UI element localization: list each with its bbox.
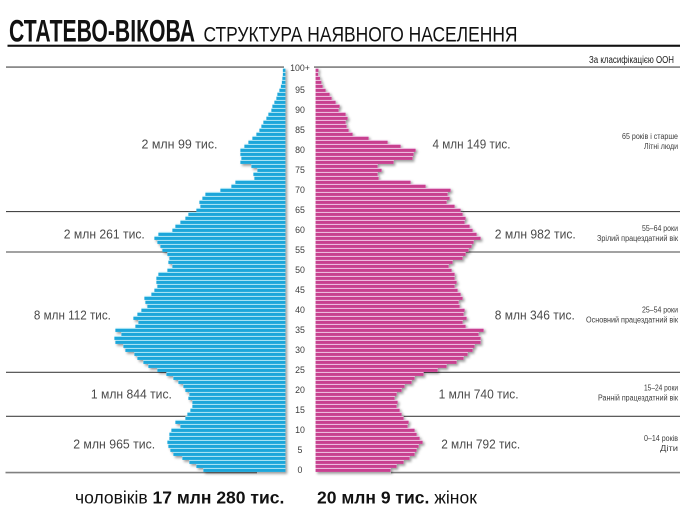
svg-text:0–14 років: 0–14 років — [644, 434, 678, 443]
svg-text:Основний працездатний вік: Основний працездатний вік — [586, 315, 678, 324]
svg-text:30: 30 — [295, 345, 305, 355]
svg-text:90: 90 — [295, 105, 305, 115]
svg-text:40: 40 — [295, 305, 305, 315]
svg-text:50: 50 — [295, 265, 305, 275]
svg-text:2 млн 99 тис.: 2 млн 99 тис. — [142, 137, 218, 152]
svg-text:75: 75 — [295, 165, 305, 175]
svg-text:15–24 роки: 15–24 роки — [644, 384, 678, 393]
svg-text:Діти: Діти — [660, 444, 678, 453]
svg-text:70: 70 — [295, 185, 305, 195]
svg-text:2 млн 982 тис.: 2 млн 982 тис. — [495, 227, 576, 242]
svg-text:80: 80 — [295, 145, 305, 155]
svg-text:1 млн 740 тис.: 1 млн 740 тис. — [439, 387, 519, 402]
svg-text:85: 85 — [295, 125, 305, 135]
svg-text:55–64 роки: 55–64 роки — [642, 224, 678, 233]
svg-text:чоловіків 17 млн 280 тис.: чоловіків 17 млн 280 тис. — [75, 488, 284, 508]
svg-text:4 млн 149 тис.: 4 млн 149 тис. — [433, 137, 511, 152]
svg-text:100+: 100+ — [290, 63, 310, 73]
svg-text:20: 20 — [295, 385, 305, 395]
svg-text:1 млн 844 тис.: 1 млн 844 тис. — [91, 387, 172, 402]
svg-text:10: 10 — [295, 425, 305, 435]
svg-text:2 млн 261 тис.: 2 млн 261 тис. — [64, 227, 145, 242]
svg-text:Зрілий працездатний вік: Зрілий працездатний вік — [597, 234, 678, 243]
svg-text:45: 45 — [295, 285, 305, 295]
svg-text:65: 65 — [295, 205, 305, 215]
svg-text:СТАТЕВО-ВІКОВА: СТАТЕВО-ВІКОВА — [9, 13, 195, 49]
svg-text:2 млн 965 тис.: 2 млн 965 тис. — [73, 437, 155, 452]
svg-text:Літні люди: Літні люди — [644, 142, 678, 151]
svg-text:СТРУКТУРА НАЯВНОГО НАСЕЛЕННЯ: СТРУКТУРА НАЯВНОГО НАСЕЛЕННЯ — [204, 23, 518, 47]
svg-text:2 млн 792 тис.: 2 млн 792 тис. — [441, 437, 520, 452]
svg-text:Ранній працездатний вік: Ранній працездатний вік — [598, 394, 678, 403]
svg-text:5: 5 — [298, 445, 303, 455]
svg-text:65 років і старше: 65 років і старше — [622, 132, 678, 141]
svg-text:8 млн 346 тис.: 8 млн 346 тис. — [495, 307, 575, 322]
svg-text:15: 15 — [295, 405, 305, 415]
svg-text:25: 25 — [295, 365, 305, 375]
svg-text:20 млн 9 тис. жінок: 20 млн 9 тис. жінок — [317, 488, 477, 508]
svg-text:8 млн 112 тис.: 8 млн 112 тис. — [34, 307, 111, 322]
svg-text:За класифікацією ООН: За класифікацією ООН — [589, 54, 674, 66]
svg-text:25–54 роки: 25–54 роки — [642, 305, 678, 314]
svg-text:55: 55 — [295, 245, 305, 255]
svg-text:95: 95 — [295, 85, 305, 95]
svg-text:60: 60 — [295, 225, 305, 235]
svg-text:35: 35 — [295, 325, 305, 335]
svg-text:0: 0 — [298, 465, 303, 475]
